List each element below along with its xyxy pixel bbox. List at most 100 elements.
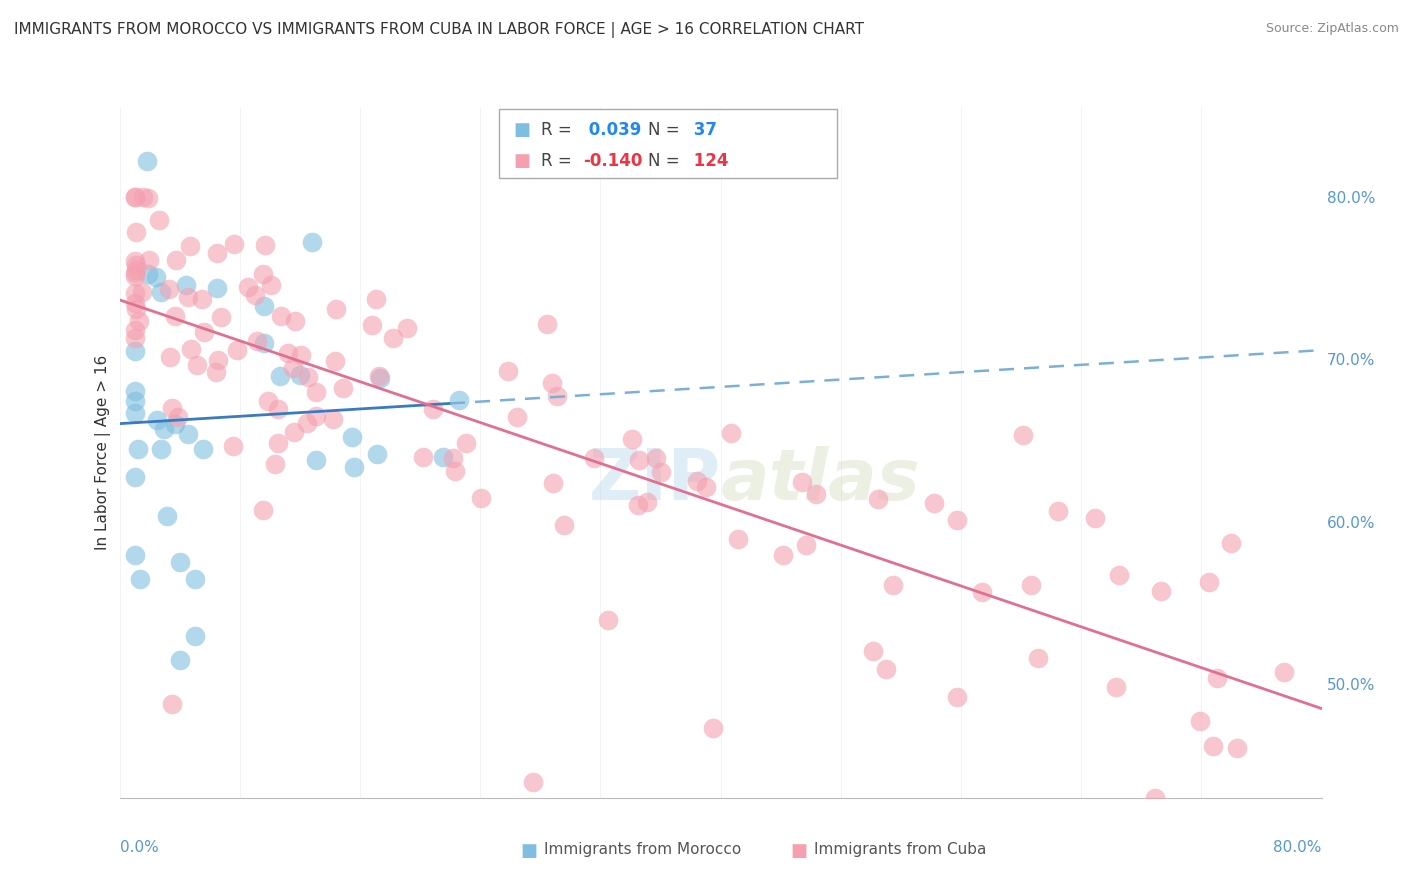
Point (1108, 567, 1130, 582)
Point (332, 381, 354, 395)
Text: 124: 124 (688, 152, 728, 169)
Point (270, 309, 292, 323)
Point (1084, 511, 1107, 525)
Point (1150, 584, 1173, 599)
Point (153, 422, 176, 436)
Point (166, 409, 188, 424)
Point (132, 189, 155, 203)
Point (253, 335, 276, 350)
Text: Immigrants from Morocco: Immigrants from Morocco (544, 842, 741, 857)
Point (970, 585, 993, 599)
Point (257, 394, 280, 409)
Text: ZIP: ZIP (588, 446, 720, 515)
Point (794, 538, 817, 552)
Point (342, 430, 364, 444)
Text: R =: R = (541, 152, 572, 169)
Point (131, 285, 153, 299)
Point (124, 343, 146, 358)
Point (177, 426, 200, 441)
Point (946, 690, 969, 704)
Point (1047, 504, 1070, 518)
Point (284, 314, 307, 328)
Point (536, 317, 558, 331)
Point (125, 263, 148, 277)
Text: Immigrants from Cuba: Immigrants from Cuba (814, 842, 987, 857)
Point (207, 281, 229, 295)
Point (180, 342, 202, 356)
Point (382, 331, 405, 345)
Point (1201, 739, 1223, 753)
Point (163, 417, 186, 432)
Point (368, 369, 391, 384)
Point (546, 389, 568, 403)
Point (165, 309, 187, 323)
Text: 0.0%: 0.0% (120, 840, 159, 855)
Point (191, 442, 214, 457)
Text: IMMIGRANTS FROM MOROCCO VS IMMIGRANTS FROM CUBA IN LABOR FORCE | AGE > 16 CORREL: IMMIGRANTS FROM MOROCCO VS IMMIGRANTS FR… (14, 22, 865, 38)
Point (541, 476, 564, 491)
Point (370, 370, 392, 384)
Point (882, 578, 904, 592)
Point (148, 213, 170, 227)
Point (124, 254, 146, 268)
Point (186, 358, 208, 372)
Point (946, 513, 969, 527)
Point (627, 498, 650, 512)
Point (252, 503, 274, 517)
Point (1226, 741, 1249, 756)
Text: atlas: atlas (720, 446, 921, 515)
Point (702, 722, 724, 736)
Point (169, 653, 191, 667)
Point (1220, 536, 1243, 550)
Point (160, 401, 183, 416)
Point (125, 259, 148, 273)
Point (806, 487, 828, 501)
Point (772, 548, 794, 562)
Point (146, 413, 169, 427)
Point (160, 697, 183, 711)
Point (267, 436, 290, 450)
Text: ■: ■ (520, 842, 537, 860)
Point (209, 310, 232, 324)
Point (422, 401, 444, 416)
Point (138, 191, 160, 205)
Text: N =: N = (648, 121, 679, 139)
Point (505, 409, 527, 424)
Point (1143, 791, 1166, 805)
Point (283, 425, 305, 439)
Point (323, 354, 346, 368)
Point (177, 290, 200, 304)
Point (253, 299, 276, 313)
Point (253, 237, 276, 252)
Point (124, 323, 146, 337)
Point (205, 365, 228, 379)
Point (246, 334, 269, 348)
Point (129, 572, 152, 586)
Point (297, 370, 319, 384)
Point (343, 459, 366, 474)
Point (720, 425, 742, 440)
Point (128, 314, 150, 328)
Point (157, 282, 180, 296)
Text: 37: 37 (688, 121, 717, 139)
Point (553, 517, 575, 532)
Point (124, 331, 146, 345)
Point (522, 775, 544, 789)
Point (124, 268, 146, 283)
Point (922, 496, 945, 510)
Point (124, 406, 146, 420)
Point (124, 266, 146, 280)
Point (876, 662, 898, 676)
Text: 80.0%: 80.0% (1274, 840, 1322, 855)
Point (456, 435, 478, 450)
Point (259, 278, 281, 293)
Point (432, 450, 454, 464)
Point (124, 470, 146, 484)
Point (360, 318, 382, 333)
Point (252, 267, 274, 281)
Text: ■: ■ (513, 152, 530, 169)
Point (1012, 428, 1035, 442)
Point (288, 368, 311, 383)
Point (301, 235, 323, 249)
Point (150, 285, 173, 300)
